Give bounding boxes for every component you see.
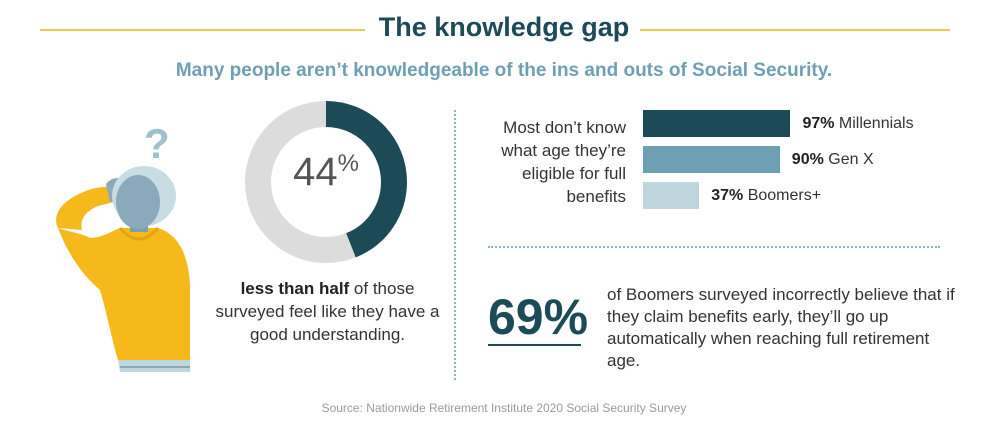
question-mark-icon: ? [144, 120, 170, 167]
bar-category-label: Millennials [834, 115, 914, 132]
donut-caption-bold: less than half [240, 279, 350, 298]
page-title: The knowledge gap [378, 12, 630, 42]
face [116, 175, 160, 229]
donut-caption-rest: of those surveyed feel like they have a … [215, 279, 440, 344]
source-note: Source: Nationwide Retirement Institute … [321, 401, 687, 415]
shirt-collar [118, 226, 160, 241]
bar-gen-x [643, 146, 780, 173]
bar-label: 37% Boomers+ [711, 182, 821, 209]
donut-value-label: 44% [244, 150, 408, 195]
bar-chart-question: Most don’t know what age they’re eligibl… [501, 118, 626, 206]
donut-value-arc [245, 101, 407, 263]
bar-value-label: 37% [711, 187, 744, 204]
vertical-divider [454, 110, 456, 380]
bar-label: 97% Millennials [802, 110, 913, 137]
title-rule-left [40, 29, 365, 31]
bar-value-label: 97% [802, 115, 835, 132]
bar-boomers [643, 182, 700, 209]
horizontal-divider [488, 246, 940, 248]
big-stat-description: of Boomers surveyed incorrectly believe … [607, 285, 955, 370]
bar-category-label: Boomers+ [743, 187, 822, 204]
page-subtitle: Many people aren’t knowledgeable of the … [175, 60, 833, 81]
bar-value-label: 90% [791, 151, 824, 168]
bar-category-label: Gen X [823, 151, 874, 168]
big-stat-underline [488, 344, 581, 346]
bar-label: 90% Gen X [792, 146, 874, 173]
big-stat-value: 69% [488, 289, 589, 345]
donut-value-number: 44 [293, 150, 338, 194]
donut-caption: less than half of those surveyed feel li… [215, 277, 440, 346]
confused-person-illustration: ? [56, 120, 190, 372]
donut-value-unit: % [337, 150, 359, 177]
raised-arm [56, 186, 114, 230]
bar-millennials [643, 110, 791, 137]
title-rule-right [640, 29, 950, 31]
torso-shirt [58, 228, 190, 360]
donut-chart [245, 101, 407, 263]
